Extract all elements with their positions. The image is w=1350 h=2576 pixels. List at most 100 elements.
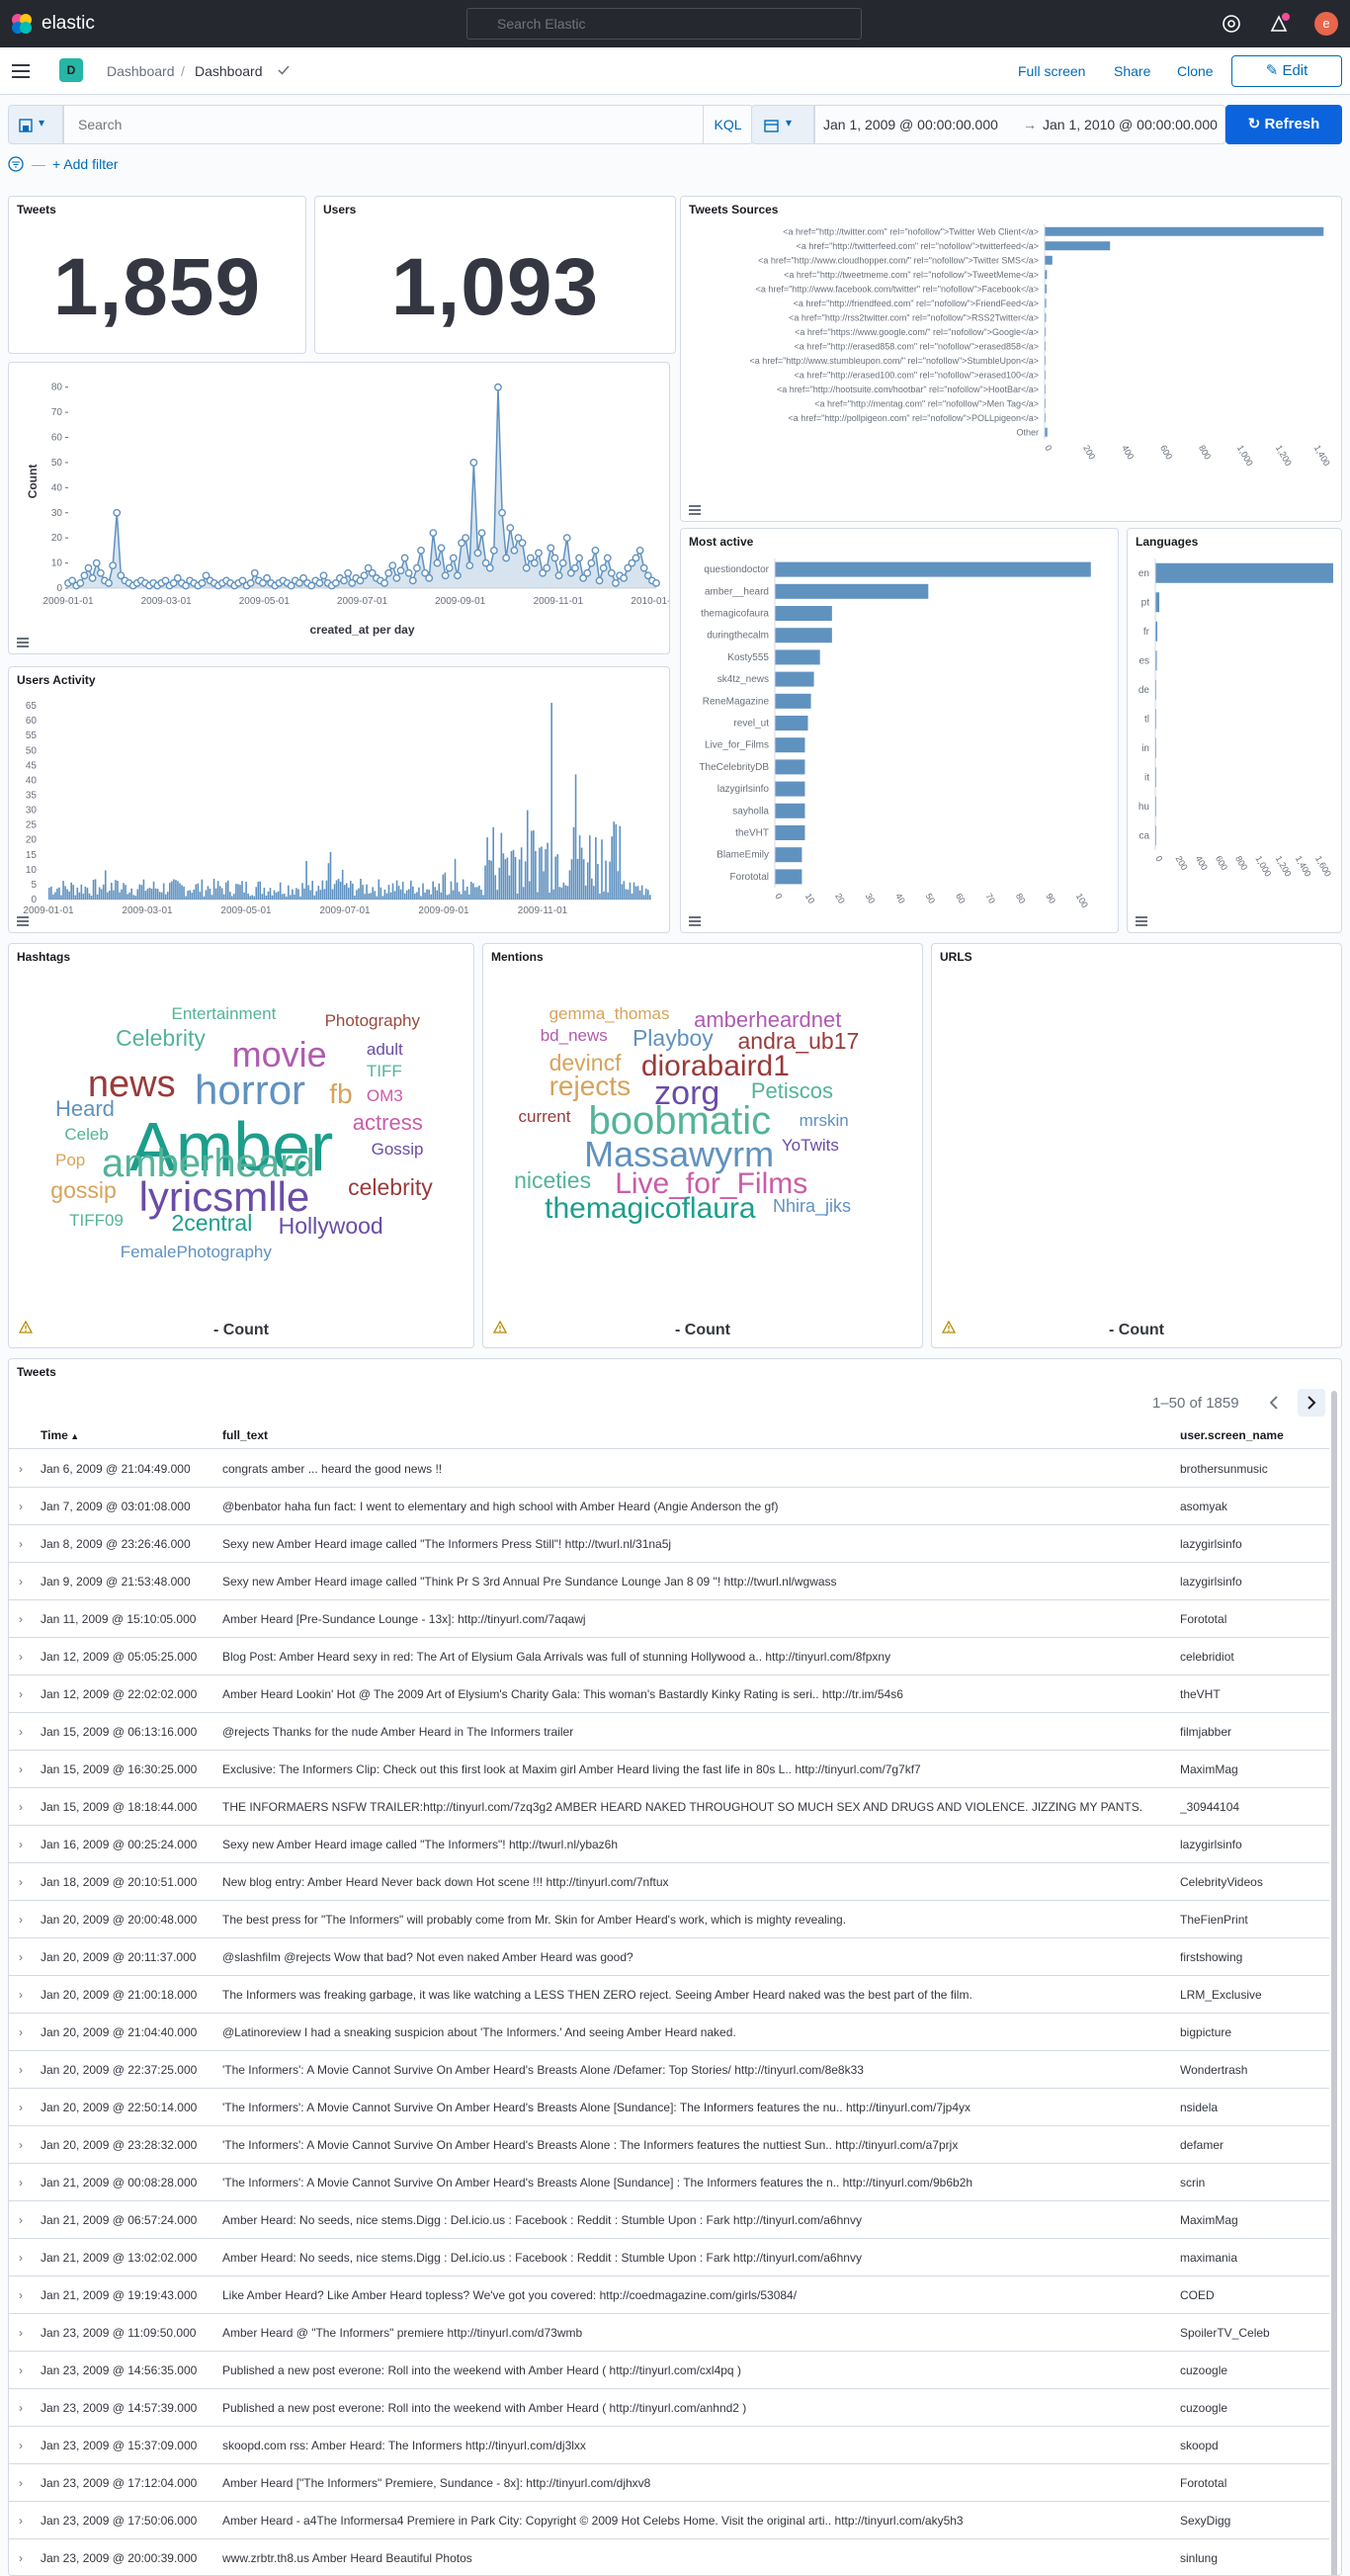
histogram-bar[interactable] — [138, 884, 141, 900]
histogram-bar[interactable] — [74, 895, 77, 900]
histogram-bar[interactable] — [148, 888, 151, 900]
histogram-bar[interactable] — [633, 882, 635, 900]
cloud-word[interactable]: diorabaird1 — [640, 1049, 790, 1082]
histogram-bar[interactable] — [90, 896, 93, 900]
data-point[interactable] — [68, 576, 77, 585]
histogram-bar[interactable] — [290, 895, 292, 900]
data-point[interactable] — [412, 563, 421, 572]
histogram-bar[interactable] — [72, 885, 75, 900]
cloud-word[interactable]: niceties — [514, 1166, 592, 1193]
cloud-word[interactable]: movie — [231, 1034, 327, 1075]
histogram-bar[interactable] — [504, 859, 507, 900]
histogram-bar[interactable] — [508, 875, 511, 900]
expand-row-icon[interactable]: › — [19, 2288, 23, 2302]
histogram-bar[interactable] — [380, 887, 382, 900]
histogram-bar[interactable] — [86, 888, 89, 900]
histogram-bar[interactable] — [609, 861, 611, 900]
data-point[interactable] — [550, 554, 559, 562]
histogram-bar[interactable] — [150, 889, 153, 900]
data-point[interactable] — [307, 581, 316, 590]
data-point[interactable] — [473, 549, 482, 558]
expand-row-icon[interactable]: › — [19, 2213, 23, 2227]
data-point[interactable] — [603, 554, 612, 562]
legend-toggle-icon[interactable] — [17, 916, 29, 926]
bar[interactable] — [775, 825, 805, 840]
histogram-bar[interactable] — [211, 895, 213, 900]
bar[interactable] — [1045, 270, 1048, 280]
histogram-bar[interactable] — [486, 837, 488, 900]
histogram-bar[interactable] — [550, 703, 552, 900]
data-point[interactable] — [250, 568, 259, 577]
histogram-bar[interactable] — [434, 887, 437, 900]
histogram-bar[interactable] — [621, 884, 624, 900]
histogram-bar[interactable] — [84, 886, 87, 900]
histogram-bar[interactable] — [360, 879, 362, 900]
newsfeed-icon[interactable] — [1267, 12, 1291, 36]
histogram-bar[interactable] — [474, 887, 476, 900]
histogram-bar[interactable] — [547, 842, 548, 900]
histogram-bar[interactable] — [261, 894, 264, 900]
histogram-bar[interactable] — [403, 893, 406, 900]
histogram-bar[interactable] — [207, 886, 210, 900]
expand-row-icon[interactable]: › — [19, 2101, 23, 2114]
cloud-word[interactable]: Petiscos — [750, 1077, 833, 1103]
histogram-bar[interactable] — [506, 857, 509, 900]
data-point[interactable] — [441, 571, 450, 580]
cloud-word[interactable]: amberheard — [102, 1142, 315, 1186]
data-point[interactable] — [558, 558, 567, 567]
table-row[interactable]: › Jan 20, 2009 @ 21:00:18.000 The Informer… — [9, 1976, 1329, 2014]
histogram-bar[interactable] — [98, 887, 101, 900]
histogram-bar[interactable] — [472, 883, 474, 900]
histogram-bar[interactable] — [528, 881, 531, 900]
histogram-bar[interactable] — [299, 896, 301, 900]
cloud-word[interactable]: YoTwits — [781, 1136, 839, 1156]
data-point[interactable] — [161, 576, 170, 585]
data-point[interactable] — [583, 568, 592, 577]
next-page-button[interactable] — [1298, 1389, 1325, 1417]
expand-row-icon[interactable]: › — [19, 1762, 23, 1776]
bar[interactable] — [775, 716, 808, 730]
table-row[interactable]: › Jan 23, 2009 @ 15:37:09.000 skoopd.com r… — [9, 2427, 1329, 2464]
histogram-bar[interactable] — [548, 892, 550, 900]
bar[interactable] — [775, 693, 811, 709]
histogram-bar[interactable] — [305, 861, 307, 900]
histogram-bar[interactable] — [181, 885, 183, 900]
histogram-bar[interactable] — [62, 881, 64, 900]
clone-link[interactable]: Clone — [1177, 63, 1214, 79]
histogram-bar[interactable] — [397, 886, 400, 900]
cloud-word[interactable]: bd_news — [540, 1025, 608, 1045]
histogram-bar[interactable] — [584, 885, 587, 900]
histogram-bar[interactable] — [307, 885, 309, 900]
cloud-word[interactable]: Celebrity — [116, 1024, 206, 1051]
user-avatar[interactable]: e — [1314, 12, 1338, 36]
histogram-bar[interactable] — [171, 881, 173, 900]
histogram-bar[interactable] — [255, 887, 258, 900]
end-date[interactable]: Jan 1, 2010 @ 00:00:00.000 — [1043, 117, 1218, 132]
histogram-bar[interactable] — [327, 863, 330, 900]
data-point[interactable] — [182, 581, 190, 590]
table-row[interactable]: › Jan 20, 2009 @ 20:11:37.000 @slashfilm @… — [9, 1938, 1329, 1976]
cloud-word[interactable]: boobmatic — [588, 1099, 772, 1144]
histogram-bar[interactable] — [297, 889, 299, 900]
expand-row-icon[interactable]: › — [19, 2176, 23, 2190]
data-point[interactable] — [368, 568, 377, 577]
histogram-bar[interactable] — [552, 889, 554, 900]
bar[interactable] — [775, 561, 1091, 577]
data-point[interactable] — [315, 579, 324, 587]
table-row[interactable]: › Jan 15, 2009 @ 18:18:44.000 THE INFORMAE… — [9, 1788, 1329, 1826]
data-point[interactable] — [246, 579, 255, 587]
data-point[interactable] — [437, 544, 446, 553]
bar[interactable] — [1155, 592, 1160, 613]
histogram-bar[interactable] — [113, 890, 115, 900]
histogram-bar[interactable] — [422, 883, 424, 900]
column-header-time[interactable]: Time ▲ — [41, 1428, 80, 1442]
bar[interactable] — [775, 628, 832, 644]
histogram-bar[interactable] — [578, 835, 581, 900]
edit-button[interactable]: ✎ Edit — [1231, 55, 1342, 87]
histogram-bar[interactable] — [337, 879, 340, 900]
expand-row-icon[interactable]: › — [19, 2439, 23, 2452]
histogram-bar[interactable] — [60, 895, 62, 900]
histogram-bar[interactable] — [279, 882, 282, 900]
data-point[interactable] — [489, 546, 498, 555]
expand-row-icon[interactable]: › — [19, 1575, 23, 1589]
